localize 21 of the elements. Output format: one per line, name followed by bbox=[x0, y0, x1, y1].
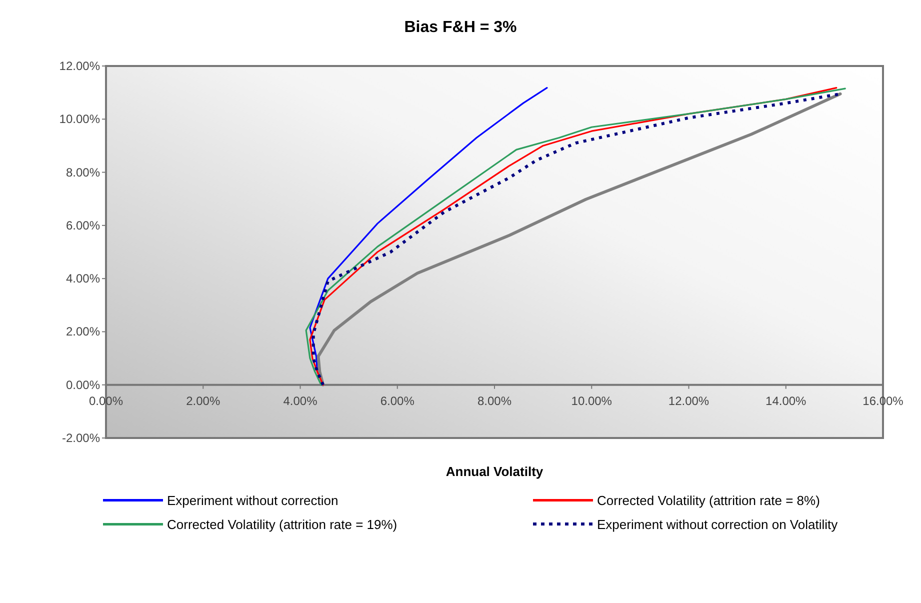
y-tick-label: 6.00% bbox=[66, 218, 100, 232]
y-tick-label: 2.00% bbox=[66, 324, 100, 339]
legend-label: Experiment without correction bbox=[167, 493, 338, 508]
y-tick-label: 10.00% bbox=[59, 112, 100, 126]
y-tick-label: 8.00% bbox=[66, 165, 100, 180]
y-tick-label: 12.00% bbox=[59, 59, 100, 73]
y-tick-label: 4.00% bbox=[66, 272, 100, 286]
legend-label: Corrected Volatility (attrition rate = 8%) bbox=[597, 493, 820, 508]
legend-label: Experiment without correction on Volatility bbox=[597, 517, 838, 532]
x-tick-label: 6.00% bbox=[380, 394, 415, 408]
x-tick-label: 12.00% bbox=[668, 394, 710, 408]
x-tick-label: 8.00% bbox=[477, 394, 512, 408]
chart-title: Bias F&H = 3% bbox=[404, 19, 517, 36]
x-tick-label: 2.00% bbox=[186, 394, 220, 408]
x-axis-title: Annual Volatilty bbox=[446, 464, 544, 479]
y-tick-label: 0.00% bbox=[66, 378, 100, 392]
x-tick-label: 14.00% bbox=[766, 394, 807, 408]
legend-label: Corrected Volatility (attrition rate = 19%) bbox=[167, 517, 398, 532]
x-tick-label: 4.00% bbox=[283, 394, 318, 408]
y-tick-label: -2.00% bbox=[62, 431, 100, 445]
x-tick-label: 10.00% bbox=[571, 394, 612, 408]
